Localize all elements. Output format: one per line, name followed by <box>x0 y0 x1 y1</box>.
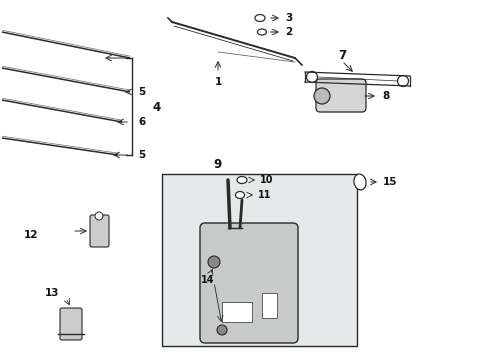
Circle shape <box>397 76 407 86</box>
Text: 1: 1 <box>214 77 221 87</box>
Text: 15: 15 <box>382 177 397 187</box>
Ellipse shape <box>353 174 366 190</box>
Text: 6: 6 <box>138 117 145 127</box>
Bar <box>262 293 276 318</box>
Text: 11: 11 <box>258 190 271 200</box>
Text: 14: 14 <box>201 275 214 285</box>
Text: 9: 9 <box>213 158 222 171</box>
Text: 7: 7 <box>337 49 346 62</box>
Text: 5: 5 <box>138 150 145 160</box>
Bar <box>162 174 356 346</box>
Circle shape <box>313 88 329 104</box>
Circle shape <box>217 325 226 335</box>
Bar <box>222 302 251 322</box>
Circle shape <box>95 212 103 220</box>
Text: 5: 5 <box>138 87 145 97</box>
Text: 2: 2 <box>285 27 292 37</box>
Text: 8: 8 <box>381 91 388 101</box>
Circle shape <box>306 72 317 82</box>
FancyBboxPatch shape <box>60 308 82 340</box>
FancyBboxPatch shape <box>90 215 109 247</box>
Ellipse shape <box>237 176 246 184</box>
Ellipse shape <box>235 192 244 198</box>
Ellipse shape <box>257 29 266 35</box>
Text: 4: 4 <box>152 100 160 113</box>
FancyBboxPatch shape <box>200 223 297 343</box>
Text: 10: 10 <box>260 175 273 185</box>
Circle shape <box>207 256 220 268</box>
Text: 3: 3 <box>285 13 292 23</box>
Text: 13: 13 <box>45 288 59 298</box>
FancyBboxPatch shape <box>315 79 365 112</box>
Text: 12: 12 <box>23 230 38 240</box>
